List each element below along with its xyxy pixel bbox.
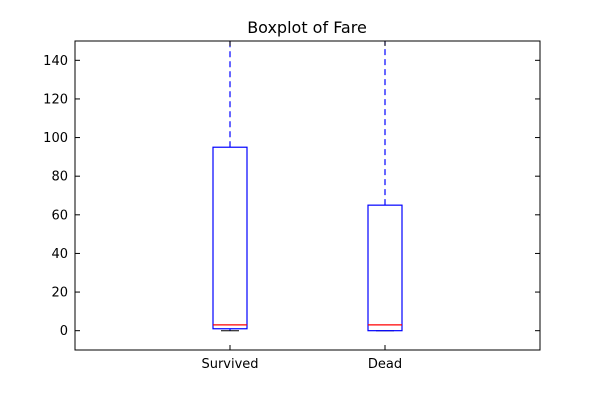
y-tick-label: 140 <box>43 54 68 69</box>
chart-title: Boxplot of Fare <box>247 18 367 37</box>
box-dead <box>367 41 403 332</box>
y-tick-label: 60 <box>51 208 68 223</box>
x-tick-label-dead: Dead <box>368 357 402 372</box>
y-tick-label: 80 <box>51 170 68 185</box>
x-tick-label-survived: Survived <box>201 357 258 372</box>
x-axis: Survived Dead <box>201 41 402 372</box>
box-rect-dead <box>367 204 403 332</box>
y-tick-label: 120 <box>43 92 68 107</box>
box-survived <box>212 41 248 332</box>
plot-area <box>74 40 541 351</box>
y-axis: 0 20 40 60 80 100 120 140 <box>43 54 540 339</box>
y-tick-label: 0 <box>60 324 68 339</box>
y-tick-label: 100 <box>43 131 68 146</box>
y-tick-label: 20 <box>51 286 68 301</box>
y-tick-label: 40 <box>51 247 68 262</box>
boxes-group <box>212 41 403 332</box>
box-rect-survived <box>212 146 248 330</box>
axes-frame <box>74 40 541 351</box>
